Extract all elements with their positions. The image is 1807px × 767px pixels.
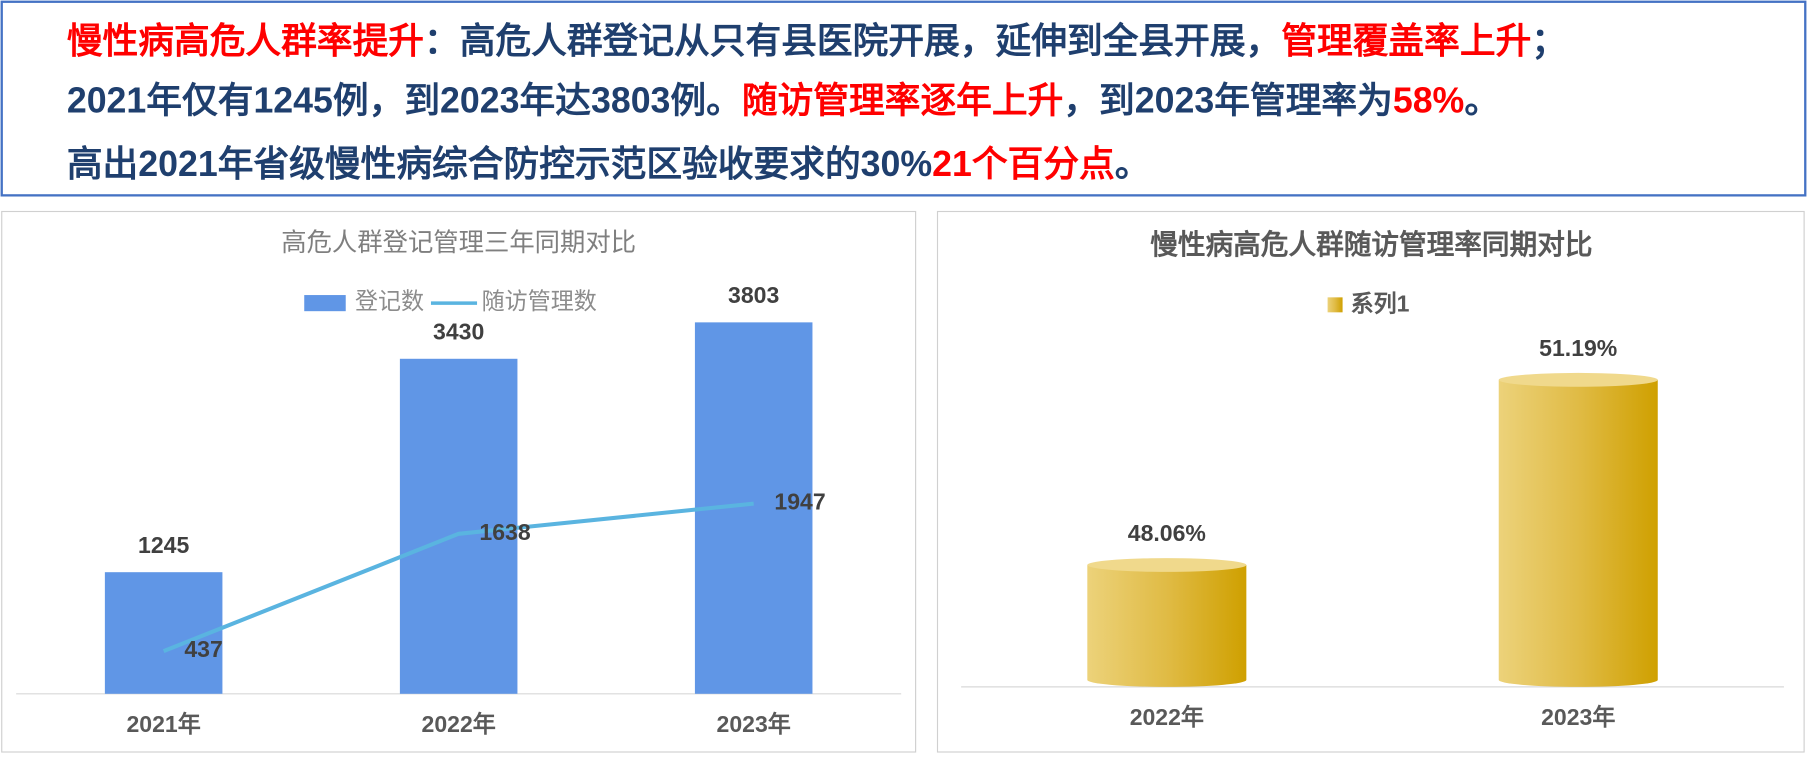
cylinder-body: [1087, 565, 1247, 687]
header-segment: 2021年仅有1245例，到2023年达3803例。: [67, 81, 742, 121]
x-tick-label: 2022年: [1130, 704, 1204, 730]
data-label: 1245: [138, 532, 189, 558]
header-line: 2021年仅有1245例，到2023年达3803例。随访管理率逐年上升，到202…: [67, 81, 1500, 121]
data-label: 3430: [433, 319, 484, 345]
header-line: 高出2021年省级慢性病综合防控示范区验收要求的30%21个百分点。: [67, 145, 1151, 185]
cylinder-top: [1087, 558, 1247, 572]
data-label: 437: [184, 636, 222, 662]
header-segment: 。: [1115, 145, 1151, 185]
data-label: 48.06%: [1128, 520, 1206, 546]
data-label: 1947: [774, 489, 825, 515]
bar: [104, 572, 223, 694]
chart-title: 高危人群登记管理三年同期对比: [281, 229, 636, 257]
bar: [399, 358, 518, 694]
data-label: 1638: [479, 519, 530, 545]
x-tick-label: 2022年: [422, 711, 496, 737]
legend-label: 随访管理数: [482, 288, 597, 314]
header-line: 慢性病高危人群率提升：高危人群登记从只有县医院开展，延伸到全县开展，管理覆盖率上…: [67, 21, 1567, 61]
legend-swatch: [1327, 297, 1343, 313]
header-segment: 管理覆盖率上升: [1281, 21, 1531, 61]
header-segment: ：高危人群登记从只有县医院开展，延伸到全县开展，: [424, 21, 1281, 61]
header-segment: 高出2021年省级慢性病综合防控示范区验收要求的30%: [67, 145, 932, 185]
legend-label: 系列1: [1351, 291, 1410, 317]
legend-swatch: [304, 295, 346, 312]
header-segment: ；: [1531, 21, 1567, 61]
cylinder-body: [1498, 379, 1658, 687]
line-series: [162, 501, 754, 653]
header-segment: 随访管理率逐年上升: [742, 81, 1063, 121]
header-segment: 58%: [1393, 81, 1465, 121]
x-tick-label: 2021年: [127, 711, 201, 737]
data-label: 3803: [728, 282, 779, 308]
cylinder-top: [1498, 372, 1658, 387]
data-label: 51.19%: [1539, 335, 1617, 361]
header-box: [0, 0, 1807, 197]
legend-label: 登记数: [355, 288, 424, 314]
x-tick-label: 2023年: [717, 711, 791, 737]
header-segment: 慢性病高危人群率提升: [67, 21, 424, 61]
x-tick-label: 2023年: [1541, 704, 1615, 730]
header-segment: ，到2023年管理率为: [1063, 81, 1392, 121]
chart-title: 慢性病高危人群随访管理率同期对比: [1150, 229, 1592, 260]
header-segment: 。: [1464, 81, 1500, 121]
right-panel: [936, 210, 1805, 753]
header: 慢性病高危人群率提升：高危人群登记从只有县医院开展，延伸到全县开展，管理覆盖率上…: [67, 21, 1567, 184]
header-segment: 21个百分点: [932, 145, 1115, 185]
